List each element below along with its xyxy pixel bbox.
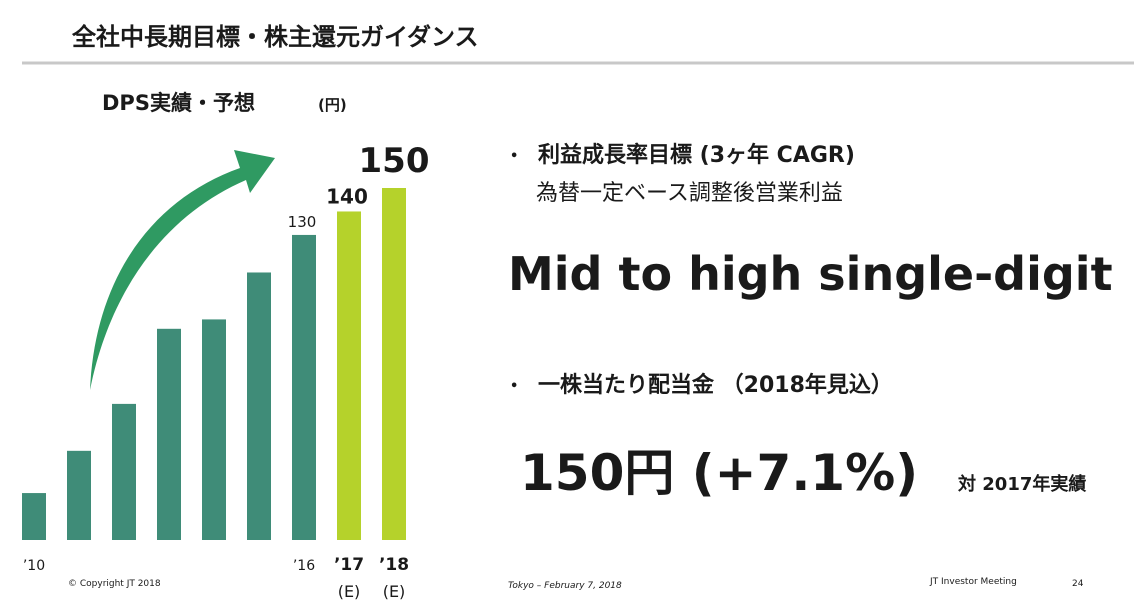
bar	[247, 272, 271, 540]
headline-note: 対 2017年実績	[957, 473, 1086, 495]
headline: Mid to high single-digit	[508, 247, 1113, 301]
bullet-text: 利益成長率目標 (3ヶ年 CAGR)	[538, 142, 855, 168]
bar	[202, 319, 226, 540]
bar-chart: ’10 130 ’16 140 ’17 (E) 150 ’18 (E)	[22, 141, 429, 601]
footer-event: JT Investor Meeting	[929, 577, 1017, 587]
data-label: 130	[288, 213, 317, 231]
x-tick-label: ’18	[379, 555, 409, 575]
headline: 150円 (+7.1%)	[520, 444, 918, 502]
x-tick-note: (E)	[338, 582, 361, 601]
bar	[112, 403, 136, 540]
bar	[292, 234, 316, 540]
bar	[337, 211, 361, 540]
slide-title: 全社中長期目標・株主還元ガイダンス	[71, 23, 479, 51]
growth-arrow	[90, 150, 275, 390]
x-tick-label: ’17	[334, 555, 364, 575]
bullet-text: 一株当たり配当金 （2018年見込）	[538, 372, 893, 398]
bullet: •	[510, 149, 518, 164]
bullet-subtext: 為替一定ベース調整後営業利益	[536, 181, 843, 206]
data-label: 140	[326, 184, 368, 208]
x-tick-note: (E)	[383, 582, 406, 601]
page-number: 24	[1072, 579, 1084, 589]
bullet: •	[510, 379, 518, 394]
copyright: © Copyright JT 2018	[68, 579, 161, 589]
bar	[22, 493, 46, 540]
x-tick-label: ’10	[23, 558, 45, 574]
data-label: 150	[359, 141, 430, 181]
bar	[157, 328, 181, 540]
bar	[382, 188, 406, 540]
chart-unit: (円)	[318, 96, 347, 114]
chart-title: DPS実績・予想	[102, 91, 255, 115]
x-tick-label: ’16	[293, 558, 315, 574]
footer-date: Tokyo – February 7, 2018	[508, 581, 622, 591]
bar	[67, 450, 91, 540]
